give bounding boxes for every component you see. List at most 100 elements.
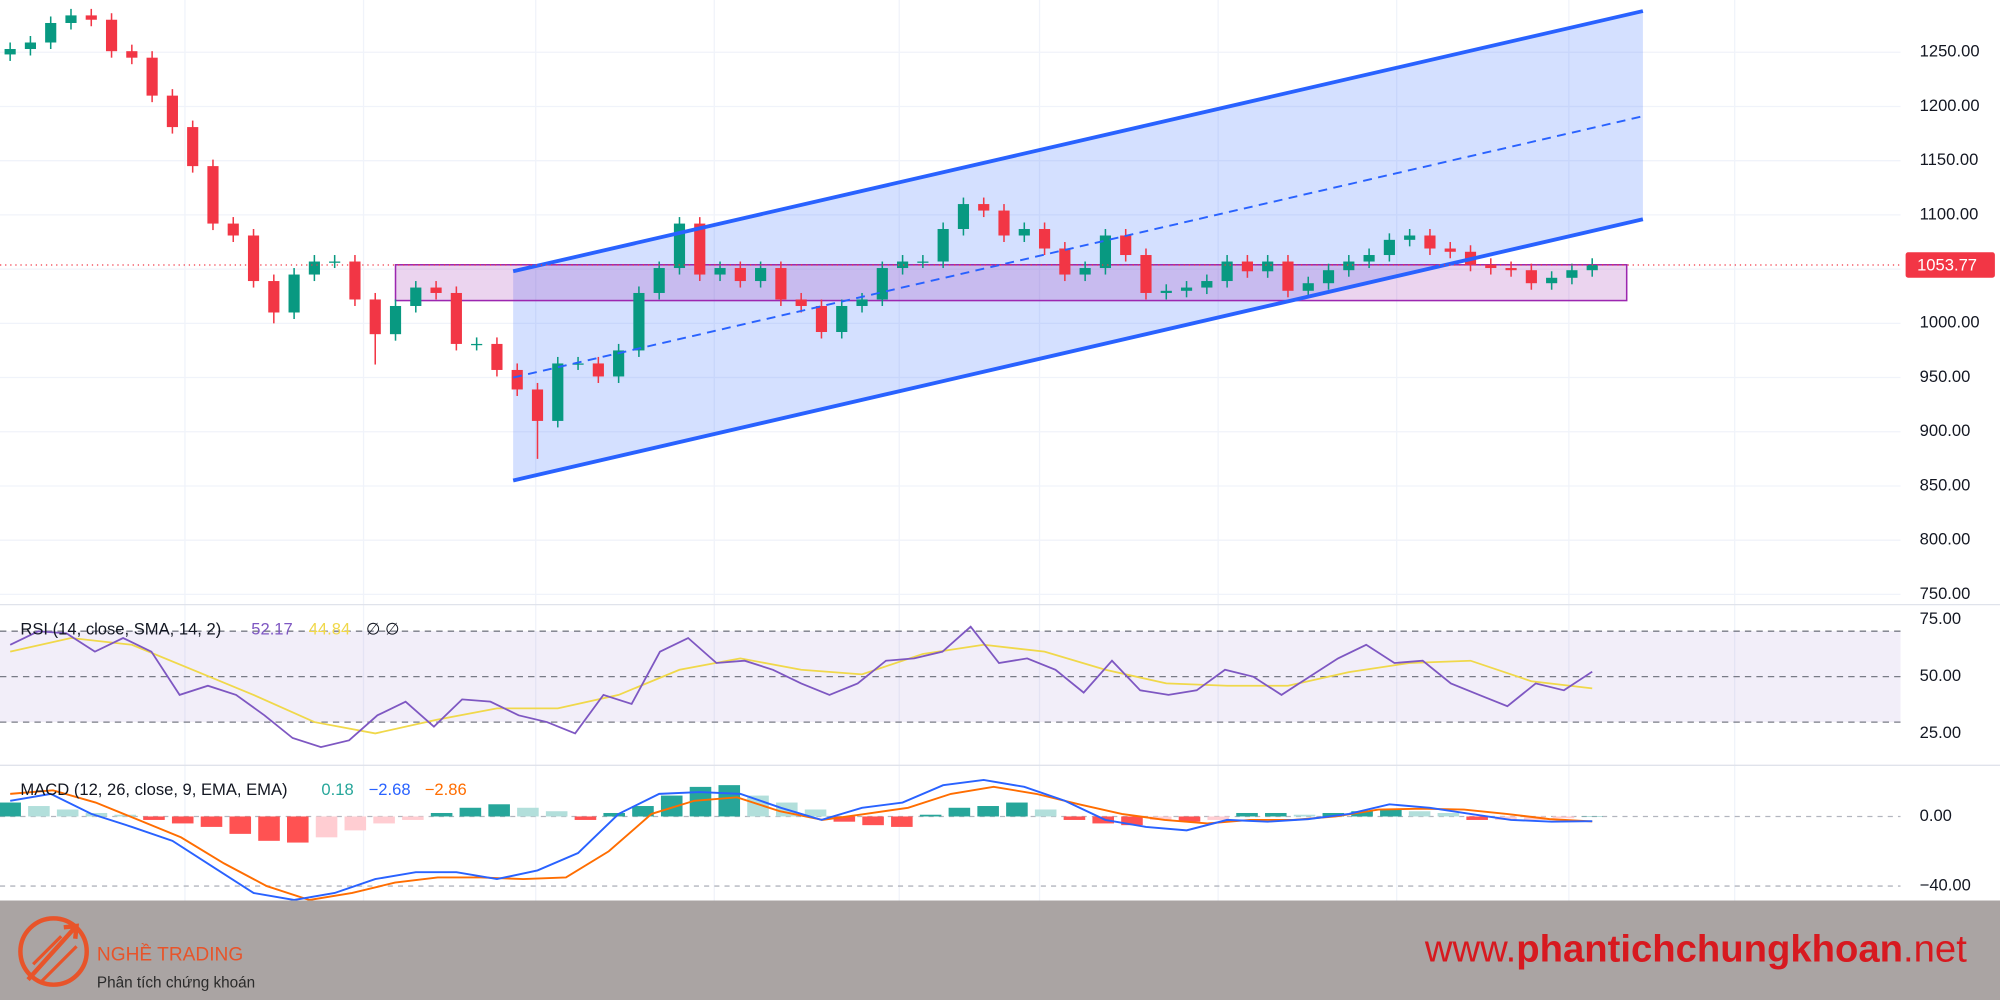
y-tick-label: 1100.00 <box>1920 204 1979 223</box>
candle-body <box>410 287 422 306</box>
candle-body <box>491 343 503 370</box>
legend-extra: ∅ ∅ <box>366 619 400 638</box>
candle-body <box>1505 268 1517 271</box>
price-axis: 750.00 800.00 850.00 900.00 950.00 1000.00 105… <box>1905 42 1995 894</box>
histogram-bar <box>287 816 309 843</box>
footer-band <box>0 900 2000 1000</box>
candle-body <box>1343 261 1355 271</box>
candle-body <box>227 223 239 236</box>
url-prefix: www. <box>1424 928 1516 971</box>
candle-body <box>836 305 848 333</box>
histogram-bar <box>919 814 942 817</box>
histogram-bar <box>1063 816 1086 820</box>
channel-middle <box>512 115 1644 379</box>
rsi-title: RSI (14, close, SMA, 14, 2) <box>20 619 221 638</box>
candle-body <box>1262 261 1274 272</box>
histogram-bar <box>545 811 568 817</box>
candle-body <box>1485 264 1497 269</box>
histogram-bar <box>632 806 654 817</box>
histogram-bar <box>948 807 971 817</box>
histogram-bar <box>143 816 165 820</box>
histogram-bar <box>1552 816 1575 819</box>
candle-body <box>187 127 199 167</box>
histogram-bar <box>977 806 999 817</box>
logo-icon <box>18 916 89 987</box>
candle-body <box>389 305 402 335</box>
candle-body <box>815 305 828 333</box>
histogram-bar <box>1092 816 1114 824</box>
candle-body <box>1079 268 1091 275</box>
histogram-bar <box>1006 802 1028 817</box>
histogram-bar <box>0 802 21 817</box>
candle-body <box>1424 235 1436 249</box>
candle-body <box>349 261 361 300</box>
candle-body <box>876 268 888 300</box>
y-tick-label: 800.00 <box>1920 530 1971 549</box>
y-tick-label: 50.00 <box>1920 666 1962 685</box>
candle-body <box>1038 228 1051 249</box>
histogram-bar <box>804 809 827 817</box>
histogram-bar <box>1380 809 1402 817</box>
candle-body <box>998 210 1010 236</box>
candle-body <box>1221 261 1233 282</box>
channel-fill <box>513 11 1643 481</box>
candle-body <box>45 22 57 43</box>
histogram-bar <box>114 814 136 817</box>
candle-body <box>471 343 483 346</box>
last-price-label: 1053.77 <box>1917 256 1977 275</box>
last-price-box <box>1905 252 1995 278</box>
histogram-bar <box>171 816 194 824</box>
histogram-bar <box>833 816 856 822</box>
candle-body <box>1586 265 1598 271</box>
candle-body <box>1201 281 1213 288</box>
histogram-bar <box>574 816 597 820</box>
histogram-bar <box>373 816 395 824</box>
candle-body <box>714 268 726 275</box>
candle-body <box>592 363 604 377</box>
candle-body <box>1322 270 1335 284</box>
histogram-bar <box>1207 816 1230 820</box>
y-tick-label: 1000.00 <box>1920 313 1980 332</box>
y-tick-label: −40.00 <box>1920 875 1971 894</box>
y-tick-label: 900.00 <box>1920 421 1971 440</box>
candle-body <box>856 299 868 306</box>
price-pane <box>0 0 1901 605</box>
candle-body <box>166 95 178 128</box>
y-tick-label: 0.00 <box>1920 806 1952 825</box>
macd-line <box>10 779 1593 901</box>
url-suffix: .net <box>1903 928 1967 971</box>
candle-body <box>1180 287 1193 291</box>
candle-body <box>511 369 523 390</box>
macd-title: MACD (12, 26, close, 9, EMA, EMA) <box>20 780 287 799</box>
candle-body <box>288 274 300 313</box>
histogram-bar <box>28 806 50 817</box>
candle-body <box>24 42 37 50</box>
histogram-bar <box>315 816 338 838</box>
rsi-line <box>9 625 1593 748</box>
candle-body <box>1160 290 1172 293</box>
candle-body <box>1120 235 1132 256</box>
candle-body <box>308 261 320 275</box>
histogram-bar <box>1265 812 1287 817</box>
candle-body <box>105 19 118 52</box>
macd-pane <box>0 765 1901 901</box>
legend-value: 0.18 <box>321 780 353 799</box>
y-tick-label: 950.00 <box>1920 367 1971 386</box>
candle-body <box>552 363 564 421</box>
candle-body <box>572 363 584 365</box>
y-tick-label: 1250.00 <box>1920 42 1980 61</box>
candle-body <box>1282 261 1294 291</box>
histogram-bar <box>229 816 252 834</box>
histogram-bar <box>200 816 223 827</box>
candle-body <box>897 261 909 269</box>
rsi-pane <box>0 604 1901 766</box>
url-main: phantichchungkhoan <box>1516 928 1903 971</box>
histogram-bar <box>344 816 367 831</box>
candle-body <box>450 292 462 344</box>
website: www.phantichchungkhoan.net <box>1424 928 1967 971</box>
candle-body <box>369 299 381 335</box>
candle-body <box>1099 235 1111 269</box>
candle-body <box>937 228 949 262</box>
channel-lower <box>512 217 1644 483</box>
